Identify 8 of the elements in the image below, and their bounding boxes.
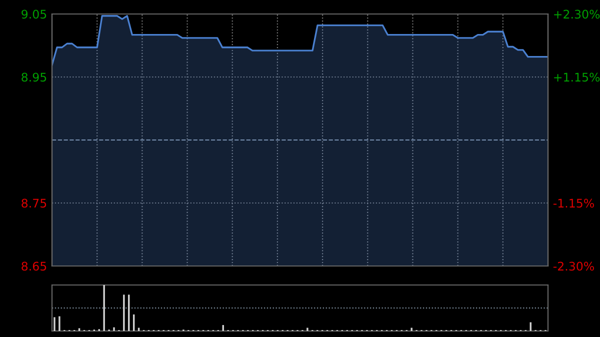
y-tick-label: 9.05 — [22, 10, 46, 19]
y-tick-label: 8.65 — [22, 262, 46, 271]
y-tick-label: 8.75 — [22, 198, 46, 208]
y2-tick-label: -2.30% — [553, 262, 594, 271]
y2-tick-label: -1.15% — [553, 198, 594, 208]
y2-tick-label: +1.15% — [554, 72, 600, 82]
y-tick-label: 8.95 — [22, 72, 46, 82]
y2-tick-label: +2.30% — [554, 10, 600, 19]
